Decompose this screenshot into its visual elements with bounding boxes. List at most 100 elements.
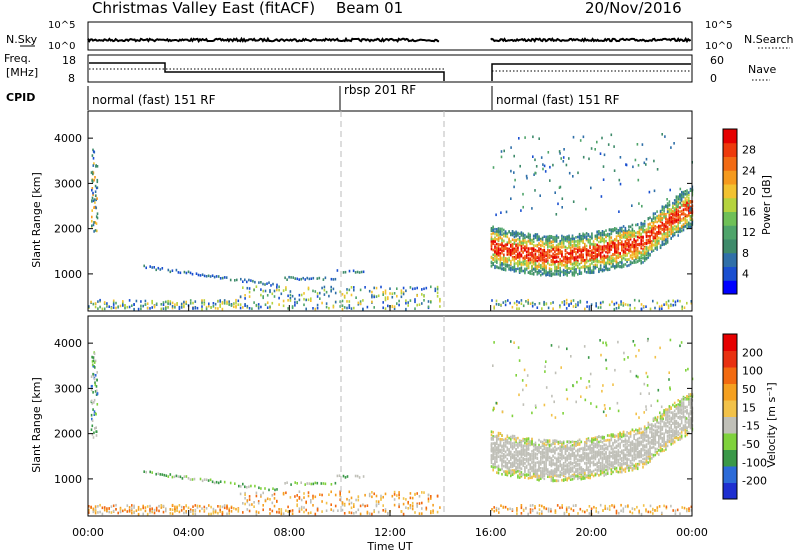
heatmap-cell xyxy=(92,391,94,394)
heatmap-cell xyxy=(649,307,652,311)
heatmap-cell xyxy=(531,442,533,446)
heatmap-cell xyxy=(289,509,292,513)
heatmap-cell xyxy=(592,271,595,274)
heatmap-cell xyxy=(543,451,546,454)
heatmap-cell xyxy=(398,299,400,303)
heatmap-cell xyxy=(425,506,428,510)
heatmap-cell xyxy=(543,253,546,257)
heatmap-cell xyxy=(557,263,560,267)
heatmap-cell xyxy=(688,198,690,201)
heatmap-cell xyxy=(624,247,627,250)
heatmap-cell xyxy=(543,262,546,265)
heatmap-cell xyxy=(95,215,98,218)
heatmap-cell xyxy=(88,505,90,508)
heatmap-cell xyxy=(590,303,593,306)
heatmap-cell xyxy=(614,245,616,248)
heatmap-cell xyxy=(617,251,620,254)
heatmap-cell xyxy=(522,246,524,250)
heatmap-cell xyxy=(524,438,526,441)
heatmap-cell xyxy=(155,509,158,512)
heatmap-cell xyxy=(582,253,584,257)
heatmap-cell xyxy=(520,459,523,462)
heatmap-cell xyxy=(565,307,568,310)
heatmap-cell xyxy=(665,235,667,238)
heatmap-cell xyxy=(492,257,494,261)
heatmap-cell xyxy=(527,264,530,268)
heatmap-cell xyxy=(658,242,660,245)
heatmap-cell xyxy=(414,300,416,304)
heatmap-cell xyxy=(510,462,512,466)
heatmap-cell xyxy=(517,246,519,250)
heatmap-cell xyxy=(688,213,690,217)
heatmap-cell xyxy=(501,237,503,241)
heatmap-cell xyxy=(536,270,539,274)
heatmap-cell xyxy=(547,256,549,259)
heatmap-cell xyxy=(690,301,693,305)
heatmap-cell xyxy=(631,257,634,260)
heatmap-cell xyxy=(336,474,339,478)
heatmap-cell xyxy=(670,218,672,221)
heatmap-cell xyxy=(622,507,625,510)
heatmap-cell xyxy=(287,299,289,302)
heatmap-cell xyxy=(582,255,584,259)
heatmap-cell xyxy=(647,241,650,245)
heatmap-cell xyxy=(631,230,634,234)
heatmap-cell xyxy=(525,235,528,239)
heatmap-cell xyxy=(585,207,587,211)
heatmap-cell xyxy=(561,236,563,240)
heatmap-cell xyxy=(636,243,639,247)
heatmap-cell xyxy=(552,449,554,452)
heatmap-cell xyxy=(434,287,437,291)
heatmap-cell xyxy=(606,248,609,252)
heatmap-cell xyxy=(624,239,627,243)
heatmap-cell xyxy=(511,473,514,476)
heatmap-cell xyxy=(565,510,568,514)
heatmap-cell xyxy=(524,267,526,271)
heatmap-cell xyxy=(92,223,95,227)
heatmap-cell xyxy=(545,241,547,245)
heatmap-cell xyxy=(561,259,563,263)
heatmap-cell xyxy=(493,307,495,310)
heatmap-cell xyxy=(527,470,530,474)
heatmap-cell xyxy=(572,509,575,512)
heatmap-cell xyxy=(643,242,646,246)
heatmap-cell xyxy=(167,268,170,272)
heatmap-cell xyxy=(506,472,509,476)
heatmap-cell xyxy=(307,511,310,515)
heatmap-cell xyxy=(516,509,518,512)
heatmap-cell xyxy=(284,482,286,485)
heatmap-cell xyxy=(667,306,670,310)
heatmap-cell xyxy=(543,447,546,451)
heatmap-cell xyxy=(330,508,332,511)
heatmap-cell xyxy=(682,223,685,227)
heatmap-cell xyxy=(169,512,172,515)
heatmap-cell xyxy=(531,504,534,507)
heatmap-cell xyxy=(240,485,242,488)
heatmap-cell xyxy=(258,281,260,284)
heatmap-cell xyxy=(305,307,307,311)
heatmap-cell xyxy=(566,274,568,277)
heatmap-cell xyxy=(266,497,269,501)
heatmap-cell xyxy=(571,249,574,253)
heatmap-cell xyxy=(645,228,648,231)
heatmap-cell xyxy=(321,500,323,503)
heatmap-cell xyxy=(303,492,305,495)
heatmap-cell xyxy=(504,257,507,260)
heatmap-cell xyxy=(418,495,421,498)
heatmap-cell xyxy=(561,251,563,255)
heatmap-cell xyxy=(391,295,394,299)
heatmap-cell xyxy=(496,256,498,260)
heatmap-cell xyxy=(310,511,312,514)
heatmap-cell xyxy=(688,206,690,210)
heatmap-cell xyxy=(214,306,217,310)
heatmap-cell xyxy=(670,220,672,224)
heatmap-cell xyxy=(554,463,556,467)
heatmap-cell xyxy=(273,289,276,293)
heatmap-cell xyxy=(580,235,583,239)
heatmap-cell xyxy=(585,271,588,274)
heatmap-cell xyxy=(246,304,249,308)
heatmap-cell xyxy=(321,510,323,513)
heatmap-cell xyxy=(368,289,371,293)
heatmap-cell xyxy=(538,467,540,471)
heatmap-cell xyxy=(506,448,509,451)
